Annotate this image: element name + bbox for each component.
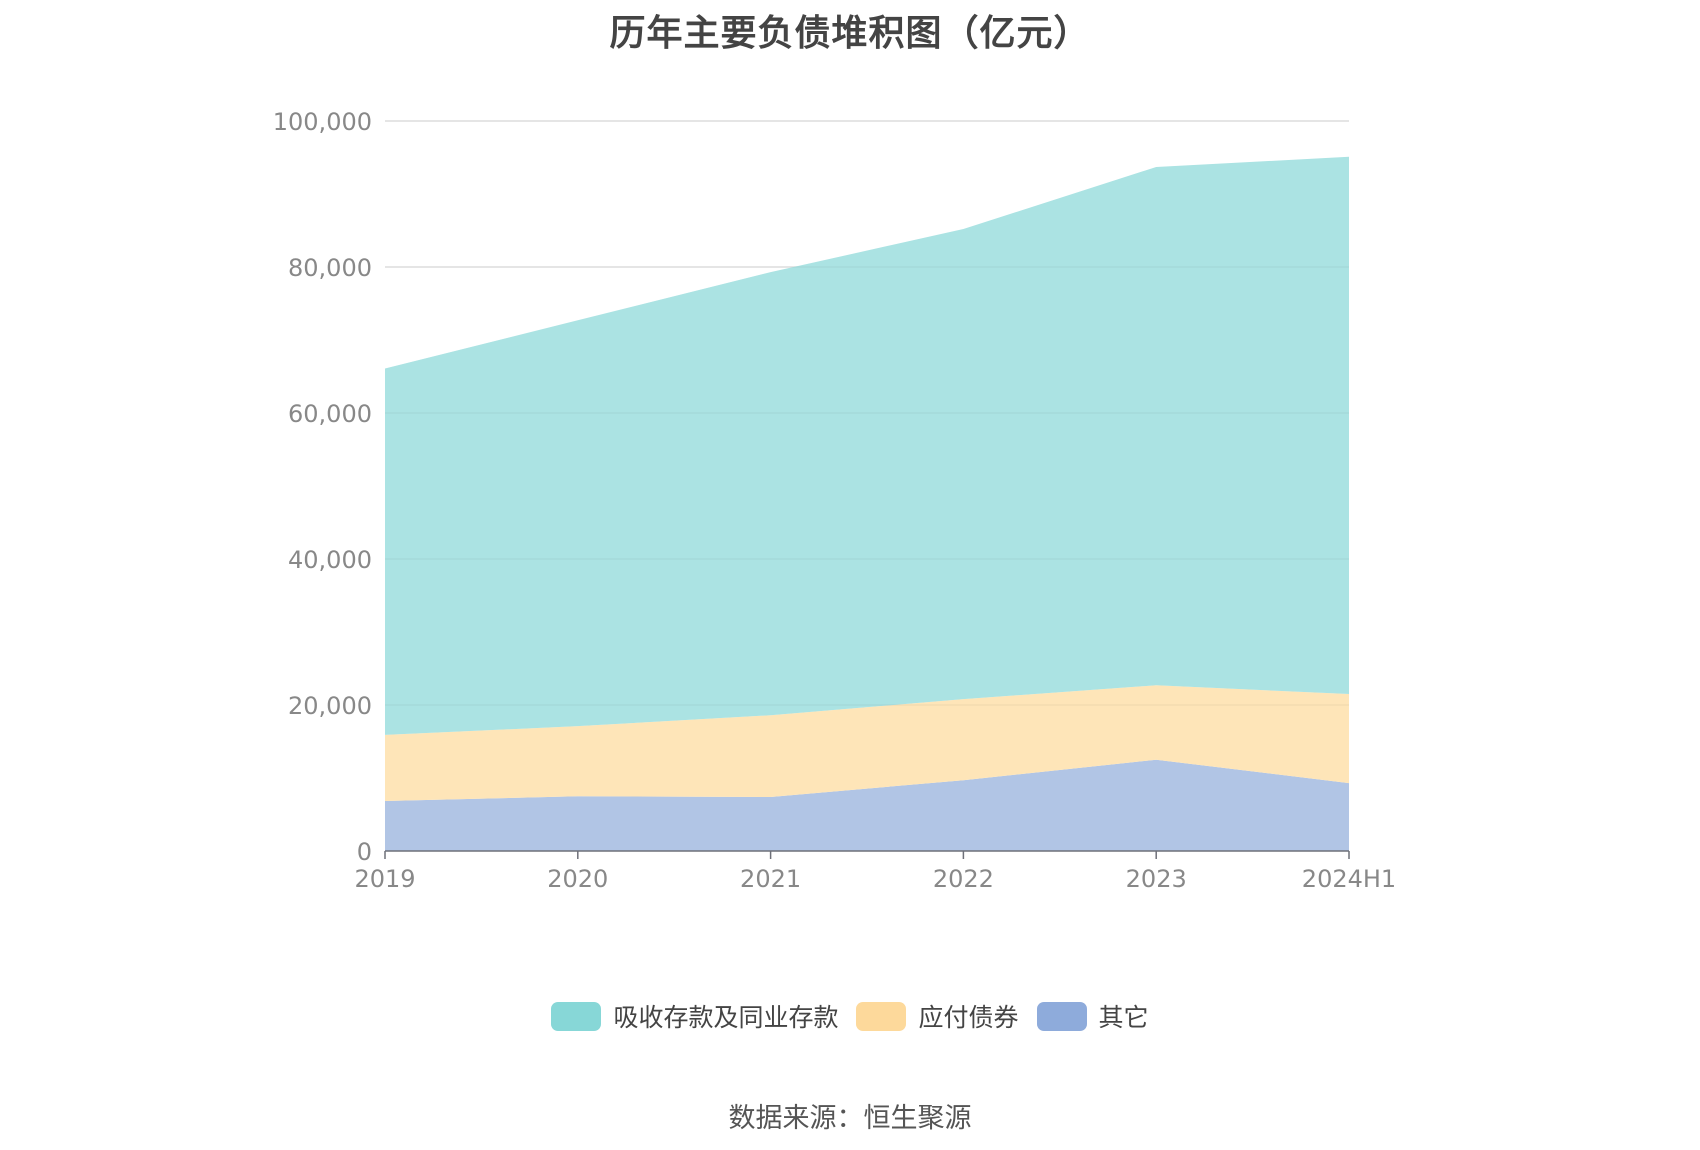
legend-swatch-bonds <box>856 1001 907 1031</box>
y-tick-label: 60,000 <box>288 400 372 428</box>
data-source: 数据来源：恒生聚源 <box>728 1103 972 1134</box>
x-tick-label: 2024H1 <box>1302 865 1396 893</box>
area-deposits <box>385 156 1349 735</box>
legend-label-other: 其它 <box>1098 1003 1149 1032</box>
legend: 吸收存款及同业存款 应付债券 其它 <box>0 998 1700 1034</box>
x-tick-label: 2023 <box>1126 865 1187 893</box>
legend-swatch-deposits <box>551 1001 602 1031</box>
x-tick-label: 2019 <box>354 865 415 893</box>
stacked-areas <box>385 120 1349 851</box>
x-tick-label: 2021 <box>740 865 801 893</box>
y-tick-label: 40,000 <box>288 546 372 574</box>
y-tick-label: 100,000 <box>273 108 372 136</box>
axes <box>384 850 1350 859</box>
x-axis-ticks: 2019 2020 2021 2022 2023 2024H1 <box>354 865 1396 893</box>
y-tick-label: 80,000 <box>288 254 372 282</box>
y-axis-ticks: 0 20,000 40,000 60,000 80,000 100,000 <box>273 108 372 866</box>
y-tick-label: 20,000 <box>288 692 372 720</box>
legend-item-deposits[interactable]: 吸收存款及同业存款 <box>551 998 838 1034</box>
y-tick-label: 0 <box>357 838 372 866</box>
legend-label-deposits: 吸收存款及同业存款 <box>613 1003 839 1032</box>
chart-title: 历年主要负债堆积图（亿元） <box>609 13 1091 54</box>
legend-item-other[interactable]: 其它 <box>1036 998 1149 1034</box>
area-bonds <box>385 685 1349 801</box>
legend-swatch-other <box>1036 1001 1087 1031</box>
legend-label-bonds: 应付债券 <box>918 1003 1019 1032</box>
x-tick-label: 2022 <box>933 865 994 893</box>
area-other <box>385 759 1349 851</box>
x-tick-label: 2020 <box>547 865 608 893</box>
legend-item-bonds[interactable]: 应付债券 <box>856 998 1019 1034</box>
